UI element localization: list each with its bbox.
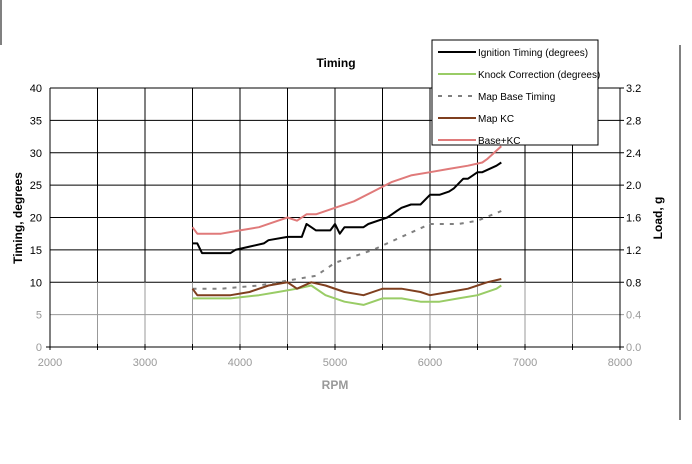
y-tick-label: 15: [30, 245, 42, 257]
legend-label: Ignition Timing (degrees): [478, 48, 588, 59]
x-tick-label: 3000: [133, 357, 157, 369]
y-tick-label: 30: [30, 148, 42, 160]
y-tick-label: 0: [36, 342, 42, 354]
y2-tick-label: 0.4: [626, 310, 641, 322]
series-line-ignition-timing-degrees: [192, 161, 502, 255]
series-line-knock-correction-degrees: [192, 284, 502, 306]
series-line-base-kc: [191, 145, 502, 235]
y2-axis-title: Load, g: [651, 197, 665, 240]
y2-tick-label: 2.8: [626, 115, 641, 127]
x-axis-title: RPM: [322, 378, 349, 392]
legend-label: Map Base Timing: [478, 92, 555, 103]
y2-tick-label: 2.0: [626, 180, 641, 192]
y2-tick-label: 1.6: [626, 213, 641, 225]
x-tick-label: 8000: [608, 357, 632, 369]
series-line-map-kc: [191, 278, 502, 297]
legend-label: Base+KC: [478, 136, 521, 147]
legend-label: Knock Correction (degrees): [478, 70, 600, 81]
x-tick-label: 4000: [228, 357, 252, 369]
x-tick-label: 7000: [513, 357, 537, 369]
y2-tick-label: 3.2: [626, 83, 641, 95]
y2-tick-label: 1.2: [626, 245, 641, 257]
legend-label: Map KC: [478, 114, 514, 125]
y-tick-label: 35: [30, 115, 42, 127]
x-tick-label: 2000: [38, 357, 62, 369]
y2-tick-label: 2.4: [626, 148, 641, 160]
y-axis-title: Timing, degrees: [11, 172, 25, 264]
y-tick-label: 5: [36, 310, 42, 322]
y-tick-label: 10: [30, 277, 42, 289]
y-tick-label: 25: [30, 180, 42, 192]
y-tick-label: 20: [30, 213, 42, 225]
y2-tick-label: 0.0: [626, 342, 641, 354]
legend: Ignition Timing (degrees) Knock Correctio…: [431, 39, 600, 147]
y-tick-label: 40: [30, 83, 42, 95]
x-tick-label: 6000: [418, 357, 442, 369]
y2-tick-label: 0.8: [626, 277, 641, 289]
x-tick-label: 5000: [323, 357, 347, 369]
chart-title: Timing: [316, 56, 355, 70]
